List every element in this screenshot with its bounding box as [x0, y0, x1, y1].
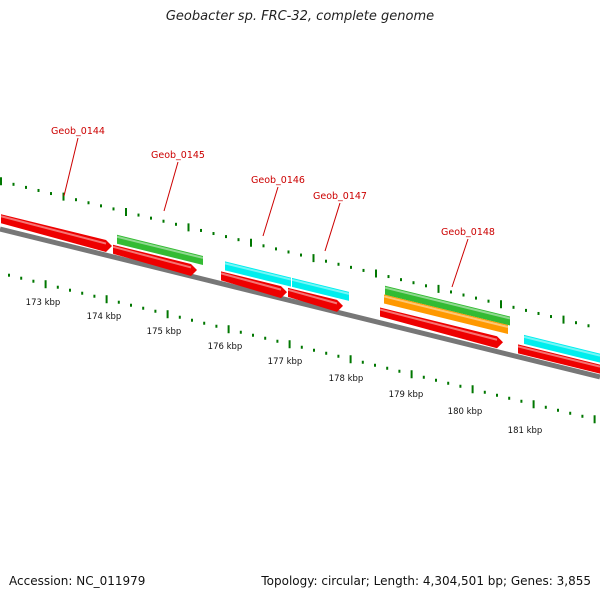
gene-name: Geob_0148: [441, 227, 495, 238]
ruler-label: 179 kbp: [389, 390, 424, 400]
feature-next-gene-body: [524, 334, 600, 363]
gene-label-geob-0148: Geob_0148: [441, 227, 495, 288]
ruler-label: 174 kbp: [87, 312, 122, 322]
gene-label-geob-0147: Geob_0147: [313, 191, 367, 252]
feature-geob-0144-cds-highlight: [0, 215, 107, 245]
leader-line: [262, 186, 279, 237]
ruler-label: 181 kbp: [508, 426, 543, 436]
backbone-line: [0, 226, 600, 380]
feature-geob-0147-gene: [291, 277, 350, 301]
gene-name: Geob_0145: [151, 150, 205, 161]
inner-tick-track: [8, 273, 596, 424]
genome-summary: Topology: circular; Length: 4,304,501 bp…: [261, 574, 591, 588]
gene-name: Geob_0144: [51, 126, 105, 137]
feature-geob-0148-cds-body: [380, 307, 503, 349]
feature-geob-0145-gene-body: [117, 234, 203, 265]
feature-geob-0144-cds-body: [1, 214, 112, 253]
feature-geob-0146-gene-body: [225, 261, 291, 287]
feature-geob-0146-cds-highlight: [220, 272, 282, 291]
feature-geob-0147-gene-highlight: [291, 278, 350, 295]
feature-geob-0147-cds-highlight: [287, 288, 338, 305]
feature-geob-0148-misc: [383, 294, 509, 334]
leader-line: [63, 137, 79, 197]
gene-name: Geob_0147: [313, 191, 367, 202]
feature-next-cds: [517, 344, 600, 374]
feature-geob-0145-cds: [112, 244, 197, 276]
feature-geob-0147-cds: [287, 287, 343, 312]
gene-name: Geob_0146: [251, 175, 305, 186]
leader-line: [324, 202, 341, 252]
feature-geob-0146-gene-highlight: [224, 262, 292, 281]
ruler-label: 177 kbp: [268, 357, 303, 367]
ruler-labels: 173 kbp 174 kbp 175 kbp 176 kbp 177 kbp 178 k…: [26, 298, 543, 436]
feature-geob-0145-cds-body: [113, 244, 197, 276]
feature-geob-0145-gene: [116, 234, 204, 265]
feature-geob-0148-gene-highlight: [384, 286, 511, 320]
gene-label-geob-0145: Geob_0145: [151, 150, 205, 212]
ruler-label: 173 kbp: [26, 298, 61, 308]
gene-labels: Geob_0144 Geob_0145 Geob_0146 Geob_0147 Geob…: [51, 126, 495, 288]
feature-geob-0146-gene: [224, 261, 292, 287]
ruler-label: 176 kbp: [208, 342, 243, 352]
feature-geob-0148-misc-body: [384, 294, 508, 334]
feature-geob-0148-gene-body: [385, 285, 510, 326]
feature-next-cds-highlight: [517, 345, 600, 368]
feature-next-cds-body: [518, 344, 600, 374]
map-title: Geobacter sp. FRC-32, complete genome: [165, 9, 435, 24]
feature-geob-0146-cds-body: [221, 271, 287, 299]
feature-geob-0145-gene-highlight: [116, 235, 204, 259]
feature-geob-0145-cds-highlight: [112, 245, 192, 269]
feature-next-gene-highlight: [523, 335, 600, 357]
feature-geob-0148-cds-highlight: [379, 308, 498, 341]
leader-line: [163, 161, 179, 212]
gene-label-geob-0146: Geob_0146: [251, 175, 305, 237]
ruler-label: 178 kbp: [329, 374, 364, 384]
feature-geob-0144-cds: [0, 214, 112, 253]
feature-geob-0148-misc-highlight: [383, 295, 509, 328]
leader-line: [451, 238, 469, 288]
feature-geob-0146-cds: [220, 271, 287, 299]
gene-label-geob-0144: Geob_0144: [51, 126, 105, 197]
ruler-label: 175 kbp: [147, 327, 182, 337]
accession-label: Accession: NC_011979: [9, 574, 146, 588]
feature-geob-0147-cds-body: [288, 287, 343, 312]
feature-track: [0, 214, 600, 374]
ruler-label: 180 kbp: [448, 407, 483, 417]
feature-next-gene: [523, 334, 600, 363]
feature-geob-0148-cds: [379, 307, 503, 349]
feature-geob-0148-gene: [384, 285, 511, 326]
outer-tick-track: [0, 177, 590, 328]
feature-geob-0147-gene-body: [292, 277, 349, 301]
